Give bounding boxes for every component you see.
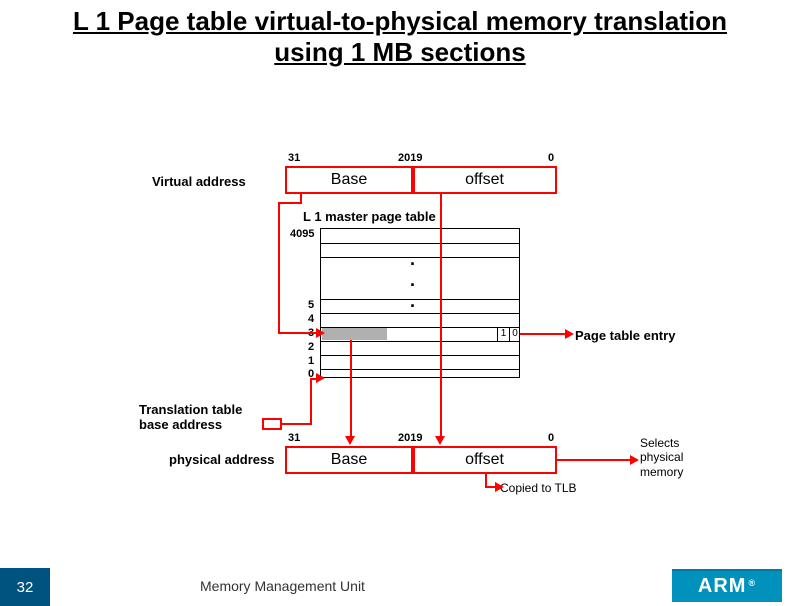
footer-caption: Memory Management Unit — [200, 578, 365, 594]
pte-bit1: 1 — [497, 327, 509, 341]
pte-bit0: 0 — [509, 327, 520, 341]
pte-label: Page table entry — [575, 328, 675, 343]
slide-title: L 1 Page table virtual-to-physical memor… — [60, 6, 740, 68]
idx-2: 2 — [308, 341, 314, 353]
idx-1: 1 — [308, 355, 314, 367]
bit-msb-top: 31 — [288, 152, 300, 164]
bit-split-bot: 2019 — [398, 432, 422, 444]
bit-lsb-bot: 0 — [548, 432, 554, 444]
virtual-address-label: Virtual address — [152, 174, 246, 189]
va-base-cell: Base — [286, 167, 413, 193]
virtual-address-box: Base offset — [285, 166, 557, 194]
idx-5: 5 — [308, 299, 314, 311]
bit-split-top: 2019 — [398, 152, 422, 164]
physical-address-label: physical address — [169, 452, 275, 467]
table-dots: ··· — [410, 254, 414, 317]
bit-lsb-top: 0 — [548, 152, 554, 164]
pa-offset-cell: offset — [413, 447, 556, 473]
ttbr-label: Translation table base address — [139, 402, 269, 432]
pa-base-cell: Base — [286, 447, 413, 473]
tlb-label: Copied to TLB — [500, 481, 577, 495]
l1-table-label: L 1 master page table — [303, 209, 436, 224]
idx-4: 4 — [308, 313, 314, 325]
diagram-area: Virtual address 31 2019 0 Base offset L … — [0, 146, 800, 546]
selects-label: Selects physical memory — [640, 436, 720, 479]
physical-address-box: Base offset — [285, 446, 557, 474]
arm-logo: ARM® — [672, 569, 782, 602]
idx-4095: 4095 — [290, 228, 314, 240]
pte-shade — [322, 328, 387, 340]
va-offset-cell: offset — [413, 167, 556, 193]
page-number: 32 — [0, 568, 50, 606]
footer: 32 Memory Management Unit ARM® — [0, 568, 800, 606]
bit-msb-bot: 31 — [288, 432, 300, 444]
